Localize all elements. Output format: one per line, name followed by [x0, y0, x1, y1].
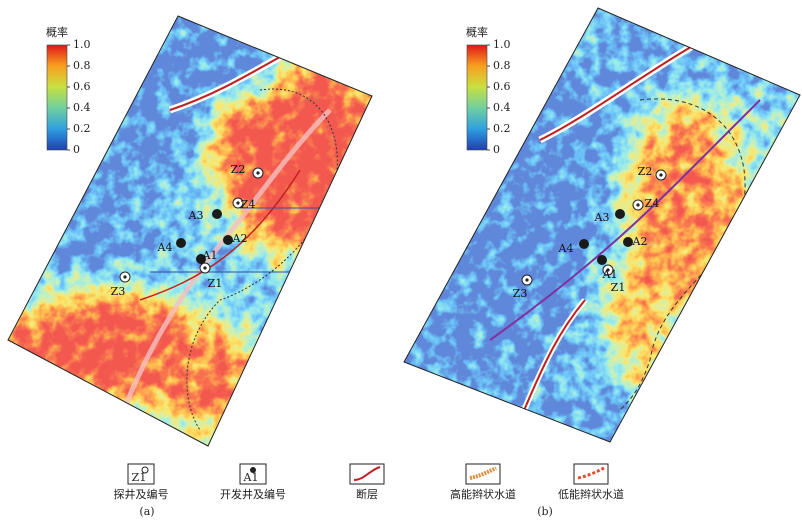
- well-label: Z1: [611, 281, 626, 294]
- legend-icon-text: Z1: [132, 471, 147, 484]
- colorbar-tick-label: 0: [493, 143, 500, 156]
- well-label: A2: [632, 235, 648, 248]
- map-frame: [403, 7, 801, 443]
- well-label: Z4: [241, 198, 256, 211]
- legend-icon-low-channel: [577, 466, 605, 480]
- development-well: [597, 255, 607, 265]
- well-label: Z4: [645, 197, 660, 210]
- panel-label: (b): [537, 505, 553, 518]
- development-well: [196, 254, 206, 264]
- legend-label: 开发井及编号: [220, 487, 286, 501]
- exploration-well-dot: [236, 201, 240, 205]
- legend-label: 高能辫状水道: [450, 487, 516, 501]
- colorbar-tick-label: 0.2: [73, 122, 91, 135]
- legend-icon-box: [465, 463, 501, 485]
- exploration-well-dot: [659, 173, 663, 177]
- well-label: Z2: [638, 165, 653, 178]
- exploration-well-dot: [606, 268, 610, 272]
- colorbar-tick-label: 0.6: [73, 80, 91, 93]
- colorbar: [46, 44, 68, 151]
- colorbar-tick-label: 1.0: [73, 38, 91, 51]
- colorbar-tick-label: 0.8: [73, 59, 91, 72]
- development-well: [623, 237, 633, 247]
- colorbar-tick-label: 0.2: [493, 122, 511, 135]
- well-label: A4: [157, 241, 173, 254]
- legend-label: 探井及编号: [114, 487, 169, 501]
- legend-icon-box: [349, 463, 385, 485]
- legend-icon-box: [573, 463, 609, 485]
- exploration-well-dot: [203, 266, 207, 270]
- colorbar-tick-label: 1.0: [493, 38, 511, 51]
- well-label: A3: [188, 209, 204, 222]
- colorbar-tick-label: 0.8: [493, 59, 511, 72]
- exploration-well-dot: [123, 275, 127, 279]
- legend-icon-fault: [353, 466, 381, 481]
- map-frame: [7, 15, 373, 447]
- colorbar-tick-label: 0.4: [493, 101, 511, 114]
- exploration-well-dot: [525, 278, 529, 282]
- well-label: A1: [202, 249, 218, 262]
- legend-label: 低能辫状水道: [558, 487, 624, 501]
- legend-icon-exploration: [141, 466, 149, 474]
- well-label: A2: [232, 232, 248, 245]
- colorbar-title: 概率: [46, 25, 68, 39]
- well-label: A3: [594, 211, 610, 224]
- legend-icon-box: [127, 463, 155, 485]
- development-well: [176, 238, 186, 248]
- legend-icon-development: [250, 467, 256, 473]
- exploration-well-dot: [256, 171, 260, 175]
- legend-icon-text: A1: [243, 471, 259, 484]
- well-label: Z1: [208, 277, 223, 290]
- legend-icon-box: [239, 463, 267, 485]
- exploration-well-dot: [636, 203, 640, 207]
- colorbar-tick-label: 0.6: [493, 80, 511, 93]
- colorbar-tick-label: 0: [73, 143, 80, 156]
- legend-label: 断层: [356, 487, 378, 501]
- well-label: Z2: [231, 163, 246, 176]
- probability-map-b: [404, 8, 800, 442]
- well-label: A4: [558, 242, 574, 255]
- well-label: Z3: [513, 287, 528, 300]
- well-label: A1: [602, 268, 618, 281]
- development-well: [212, 209, 222, 219]
- colorbar-title: 概率: [466, 25, 488, 39]
- well-label: Z3: [111, 285, 126, 298]
- colorbar-tick-label: 0.4: [73, 101, 91, 114]
- development-well: [579, 239, 589, 249]
- panel-label: (a): [139, 505, 154, 518]
- development-well: [223, 235, 233, 245]
- legend-icon-high-channel: [469, 466, 497, 480]
- development-well: [615, 209, 625, 219]
- colorbar: [466, 44, 488, 151]
